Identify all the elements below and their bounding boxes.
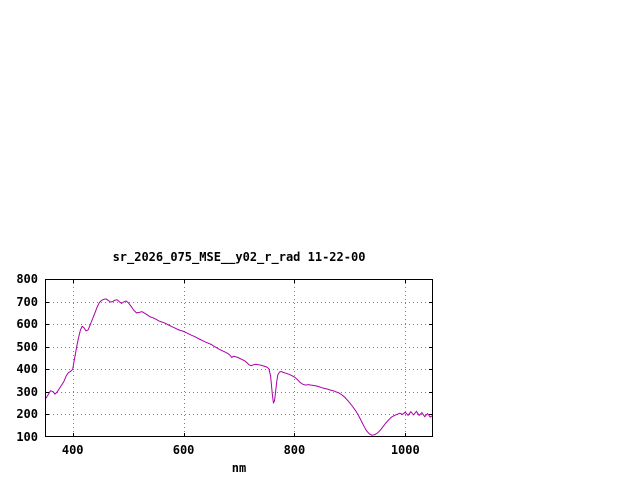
x-axis-title: nm <box>231 461 247 475</box>
plot-area <box>45 279 433 437</box>
y-tick-label: 400 <box>16 362 38 377</box>
y-tick-label: 600 <box>16 317 38 332</box>
chart-title: sr_2026_075_MSE__y02_r_rad 11-22-00 <box>112 250 366 264</box>
x-tick-label: 400 <box>61 443 84 457</box>
y-tick-label: 100 <box>16 430 38 444</box>
y-tick-label: 800 <box>16 272 38 286</box>
x-tick-label: 600 <box>172 443 195 457</box>
x-tick-label: 1000 <box>390 443 420 457</box>
y-tick-label: 500 <box>16 339 38 354</box>
plot-canvas <box>45 279 433 437</box>
y-tick-label: 700 <box>16 294 38 309</box>
y-tick-label: 300 <box>16 384 38 399</box>
series-line <box>45 298 433 436</box>
y-tick-label: 200 <box>16 407 38 422</box>
x-tick-label: 800 <box>283 443 306 457</box>
